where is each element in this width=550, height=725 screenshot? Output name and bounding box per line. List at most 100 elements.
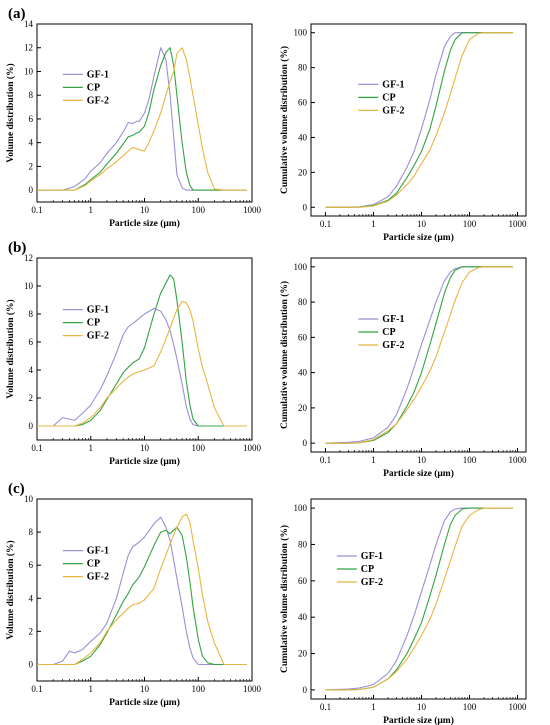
x-tick-label: 0.1 — [31, 684, 42, 694]
y-tick-label: 20 — [298, 167, 308, 177]
series-line-gf-1 — [325, 32, 513, 208]
x-tick-label: 0.1 — [320, 455, 331, 465]
y-tick-label: 40 — [298, 368, 308, 378]
x-tick-label: 100 — [192, 443, 206, 453]
legend-label: GF-1 — [87, 69, 109, 80]
legend-label: GF-2 — [382, 105, 404, 116]
legend-label: GF-2 — [382, 340, 404, 351]
y-tick-label: 2 — [29, 161, 34, 171]
y-tick-label: 40 — [298, 132, 308, 142]
series-line-cp — [37, 526, 247, 666]
x-tick-label: 10 — [417, 455, 427, 465]
y-axis-title: Volume distribution (%) — [5, 299, 16, 398]
series-line-gf-1 — [325, 507, 513, 691]
x-axis-title: Particle size (μm) — [383, 715, 454, 725]
legend-label: GF-1 — [87, 546, 109, 557]
legend-label: GF-2 — [87, 95, 109, 106]
x-tick-label: 10 — [140, 443, 150, 453]
y-tick-label: 10 — [24, 66, 34, 76]
y-axis-title: Cumulative volume distribution (%) — [279, 525, 290, 673]
y-tick-label: 60 — [298, 576, 308, 586]
y-tick-label: 0 — [29, 421, 34, 431]
y-tick-label: 0 — [303, 202, 308, 212]
series-line-gf-1 — [37, 47, 247, 191]
y-tick-label: 8 — [29, 309, 34, 319]
legend-label: CP — [361, 564, 374, 575]
x-tick-label: 1 — [371, 219, 376, 229]
legend-label: GF-1 — [361, 551, 383, 562]
y-tick-label: 40 — [298, 612, 308, 622]
legend-label: GF-2 — [361, 577, 383, 588]
legend-label: GF-2 — [87, 331, 109, 342]
x-tick-label: 1000 — [243, 205, 262, 215]
y-tick-label: 14 — [24, 19, 34, 29]
panel-label: (a) — [8, 6, 26, 22]
x-tick-label: 1 — [89, 205, 94, 215]
series-line-gf-1 — [325, 266, 513, 444]
y-tick-label: 4 — [29, 593, 34, 603]
y-tick-label: 60 — [298, 98, 308, 108]
y-tick-label: 4 — [29, 365, 34, 375]
y-tick-label: 20 — [298, 403, 308, 413]
y-tick-label: 100 — [294, 28, 308, 38]
y-tick-label: 6 — [29, 114, 34, 124]
x-axis-title: Particle size (μm) — [383, 232, 454, 243]
x-tick-label: 0.1 — [320, 702, 331, 712]
y-tick-label: 12 — [24, 253, 33, 263]
x-tick-label: 100 — [192, 205, 206, 215]
y-tick-label: 80 — [298, 297, 308, 307]
x-tick-label: 10 — [140, 205, 150, 215]
y-tick-label: 12 — [24, 43, 33, 53]
x-tick-label: 1 — [371, 455, 376, 465]
y-tick-label: 80 — [298, 539, 308, 549]
x-tick-label: 0.1 — [31, 205, 42, 215]
x-axis-title: Particle size (μm) — [109, 697, 180, 708]
legend-label: CP — [382, 92, 395, 103]
y-tick-label: 6 — [29, 560, 34, 570]
x-tick-label: 100 — [463, 219, 477, 229]
series-line-gf-1 — [37, 516, 247, 666]
x-tick-label: 1000 — [243, 684, 262, 694]
y-axis-title: Cumulative volume distribution (%) — [279, 46, 290, 194]
plot-frame — [310, 23, 527, 217]
y-tick-label: 80 — [298, 63, 308, 73]
series-line-gf-2 — [325, 32, 513, 208]
x-tick-label: 100 — [463, 455, 477, 465]
x-tick-label: 1 — [371, 702, 376, 712]
legend-label: GF-1 — [87, 305, 109, 316]
y-axis-title: Volume distribution (%) — [5, 540, 16, 639]
legend-label: CP — [87, 82, 100, 93]
x-tick-label: 1000 — [509, 219, 528, 229]
x-tick-label: 1000 — [509, 455, 528, 465]
y-tick-label: 100 — [294, 262, 308, 272]
y-tick-label: 10 — [24, 281, 34, 291]
x-tick-label: 1000 — [509, 702, 528, 712]
chart-volume-4: 0.1 1 10 100 1000 0 2 4 6 8 10 Particle size (μm) Vo… — [5, 494, 262, 708]
panel-label: (c) — [8, 481, 25, 497]
x-tick-label: 100 — [463, 702, 477, 712]
y-tick-label: 2 — [29, 393, 34, 403]
y-tick-label: 4 — [29, 138, 34, 148]
series-line-gf-1 — [37, 307, 247, 427]
legend-label: CP — [87, 559, 100, 570]
y-tick-label: 8 — [29, 527, 34, 537]
x-tick-label: 100 — [192, 684, 206, 694]
chart-volume-2: 0.1 1 10 100 1000 0 2 4 6 8 10 12 Particle size (μm)… — [5, 253, 262, 467]
x-tick-label: 10 — [417, 702, 427, 712]
series-line-cp — [37, 274, 247, 427]
chart-cumulative-1: 0.1 1 10 100 1000 0 20 40 60 80 100 Particle size (… — [279, 23, 528, 243]
x-tick-label: 0.1 — [320, 219, 331, 229]
legend-label: GF-2 — [87, 572, 109, 583]
x-axis-title: Particle size (μm) — [109, 456, 180, 467]
legend-label: CP — [87, 318, 100, 329]
plot-frame — [36, 257, 253, 441]
y-axis-title: Volume distribution (%) — [5, 63, 16, 162]
plot-frame — [310, 498, 527, 700]
x-axis-title: Particle size (μm) — [109, 218, 180, 229]
series-line-gf-2 — [37, 300, 247, 427]
x-tick-label: 10 — [140, 684, 150, 694]
legend-label: GF-1 — [382, 314, 404, 325]
x-axis-title: Particle size (μm) — [383, 468, 454, 479]
y-tick-label: 0 — [29, 185, 34, 195]
